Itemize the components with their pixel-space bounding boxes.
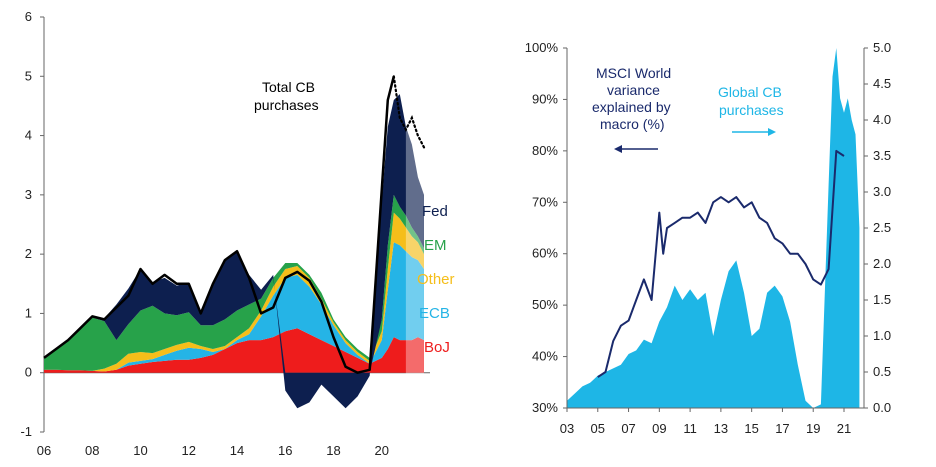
right-chart-left-tick-label: 60% [532,246,558,261]
right-chart-x-tick-label: 13 [714,421,728,436]
right-chart-x-tick-label: 03 [560,421,574,436]
right-chart: 30% 40% 50% 60% 70% 80% 90% 100% 0.0 0.5 1.0 1.5 2.0… [525,40,891,436]
legend-boj: BoJ [424,339,450,356]
right-chart-right-tick-label: 0.5 [873,364,891,379]
left-annotation-total-line2: purchases [254,97,319,113]
right-chart-right-tick-label: 1.0 [873,328,891,343]
msci-variance-line [597,149,845,378]
right-chart-x-tick-label: 11 [683,421,697,436]
msci-left-arrow [614,145,658,153]
area-boj [44,328,424,373]
legend-em: EM [424,237,447,254]
right-chart-x-tick-label: 21 [837,421,851,436]
right-chart-x-tick-label: 09 [652,421,666,436]
right-chart-left-tick-label: 100% [525,40,559,55]
legend-other: Other [417,271,455,288]
left-y-tick-label: -1 [20,424,32,439]
legend-fed: Fed [422,203,448,220]
right-chart-right-tick-label: 2.0 [873,256,891,271]
msci-annotation-line4: macro (%) [600,116,665,132]
right-chart-left-tick-label: 90% [532,91,558,106]
msci-annotation-line2: variance [607,82,660,98]
left-y-tick-label: 5 [25,68,32,83]
right-chart-x-tick-label: 15 [744,421,758,436]
left-y-tick-label: 4 [25,128,32,143]
left-y-tick-label: 1 [25,305,32,320]
left-x-tick-label: 14 [230,443,244,458]
total-cb-forecast-line [392,75,426,149]
legend-ecb: ECB [419,305,450,322]
left-annotation-total-line1: Total CB [262,79,315,95]
right-chart-right-tick-label: 2.5 [873,220,891,235]
right-chart-right-tick-label: 5.0 [873,40,891,55]
cb-annotation-line1: Global CB [718,84,782,100]
left-y-tick-label: 6 [25,9,32,24]
msci-annotation-line1: MSCI World [596,65,671,81]
left-x-tick-label: 20 [375,443,389,458]
right-chart-x-tick-label: 05 [591,421,605,436]
right-chart-left-tick-label: 40% [532,349,558,364]
right-chart-left-tick-label: 50% [532,297,558,312]
left-x-tick-label: 16 [278,443,292,458]
right-chart-left-tick-label: 30% [532,400,558,415]
area-em [44,194,424,371]
left-x-tick-label: 10 [133,443,147,458]
right-chart-x-tick-label: 19 [806,421,820,436]
right-chart-x-tick-label: 07 [621,421,635,436]
total-cb-line [43,75,396,374]
left-y-tick-label: 3 [25,187,32,202]
area-other [44,212,424,372]
global-cb-purchases-area [567,48,860,408]
cb-annotation-line2: purchases [719,102,784,118]
forecast-shade [405,76,424,376]
left-y-tick-label: 0 [25,365,32,380]
right-chart-right-tick-label: 3.0 [873,184,891,199]
right-chart-x-tick-label: 17 [775,421,789,436]
right-chart-right-tick-label: 4.5 [873,76,891,91]
right-chart-right-tick-label: 4.0 [873,112,891,127]
area-ecb [44,242,424,372]
left-x-tick-label: 06 [37,443,51,458]
left-x-tick-label: 08 [85,443,99,458]
right-chart-right-tick-label: 0.0 [873,400,891,415]
left-x-tick-label: 18 [326,443,340,458]
right-chart-left-tick-label: 80% [532,143,558,158]
left-x-tick-label: 12 [182,443,196,458]
right-chart-right-tick-label: 1.5 [873,292,891,307]
cb-right-arrow [732,128,776,136]
msci-annotation-line3: explained by [592,99,671,115]
right-chart-right-tick-label: 3.5 [873,148,891,163]
right-chart-left-tick-label: 70% [532,194,558,209]
left-y-tick-label: 2 [25,246,32,261]
